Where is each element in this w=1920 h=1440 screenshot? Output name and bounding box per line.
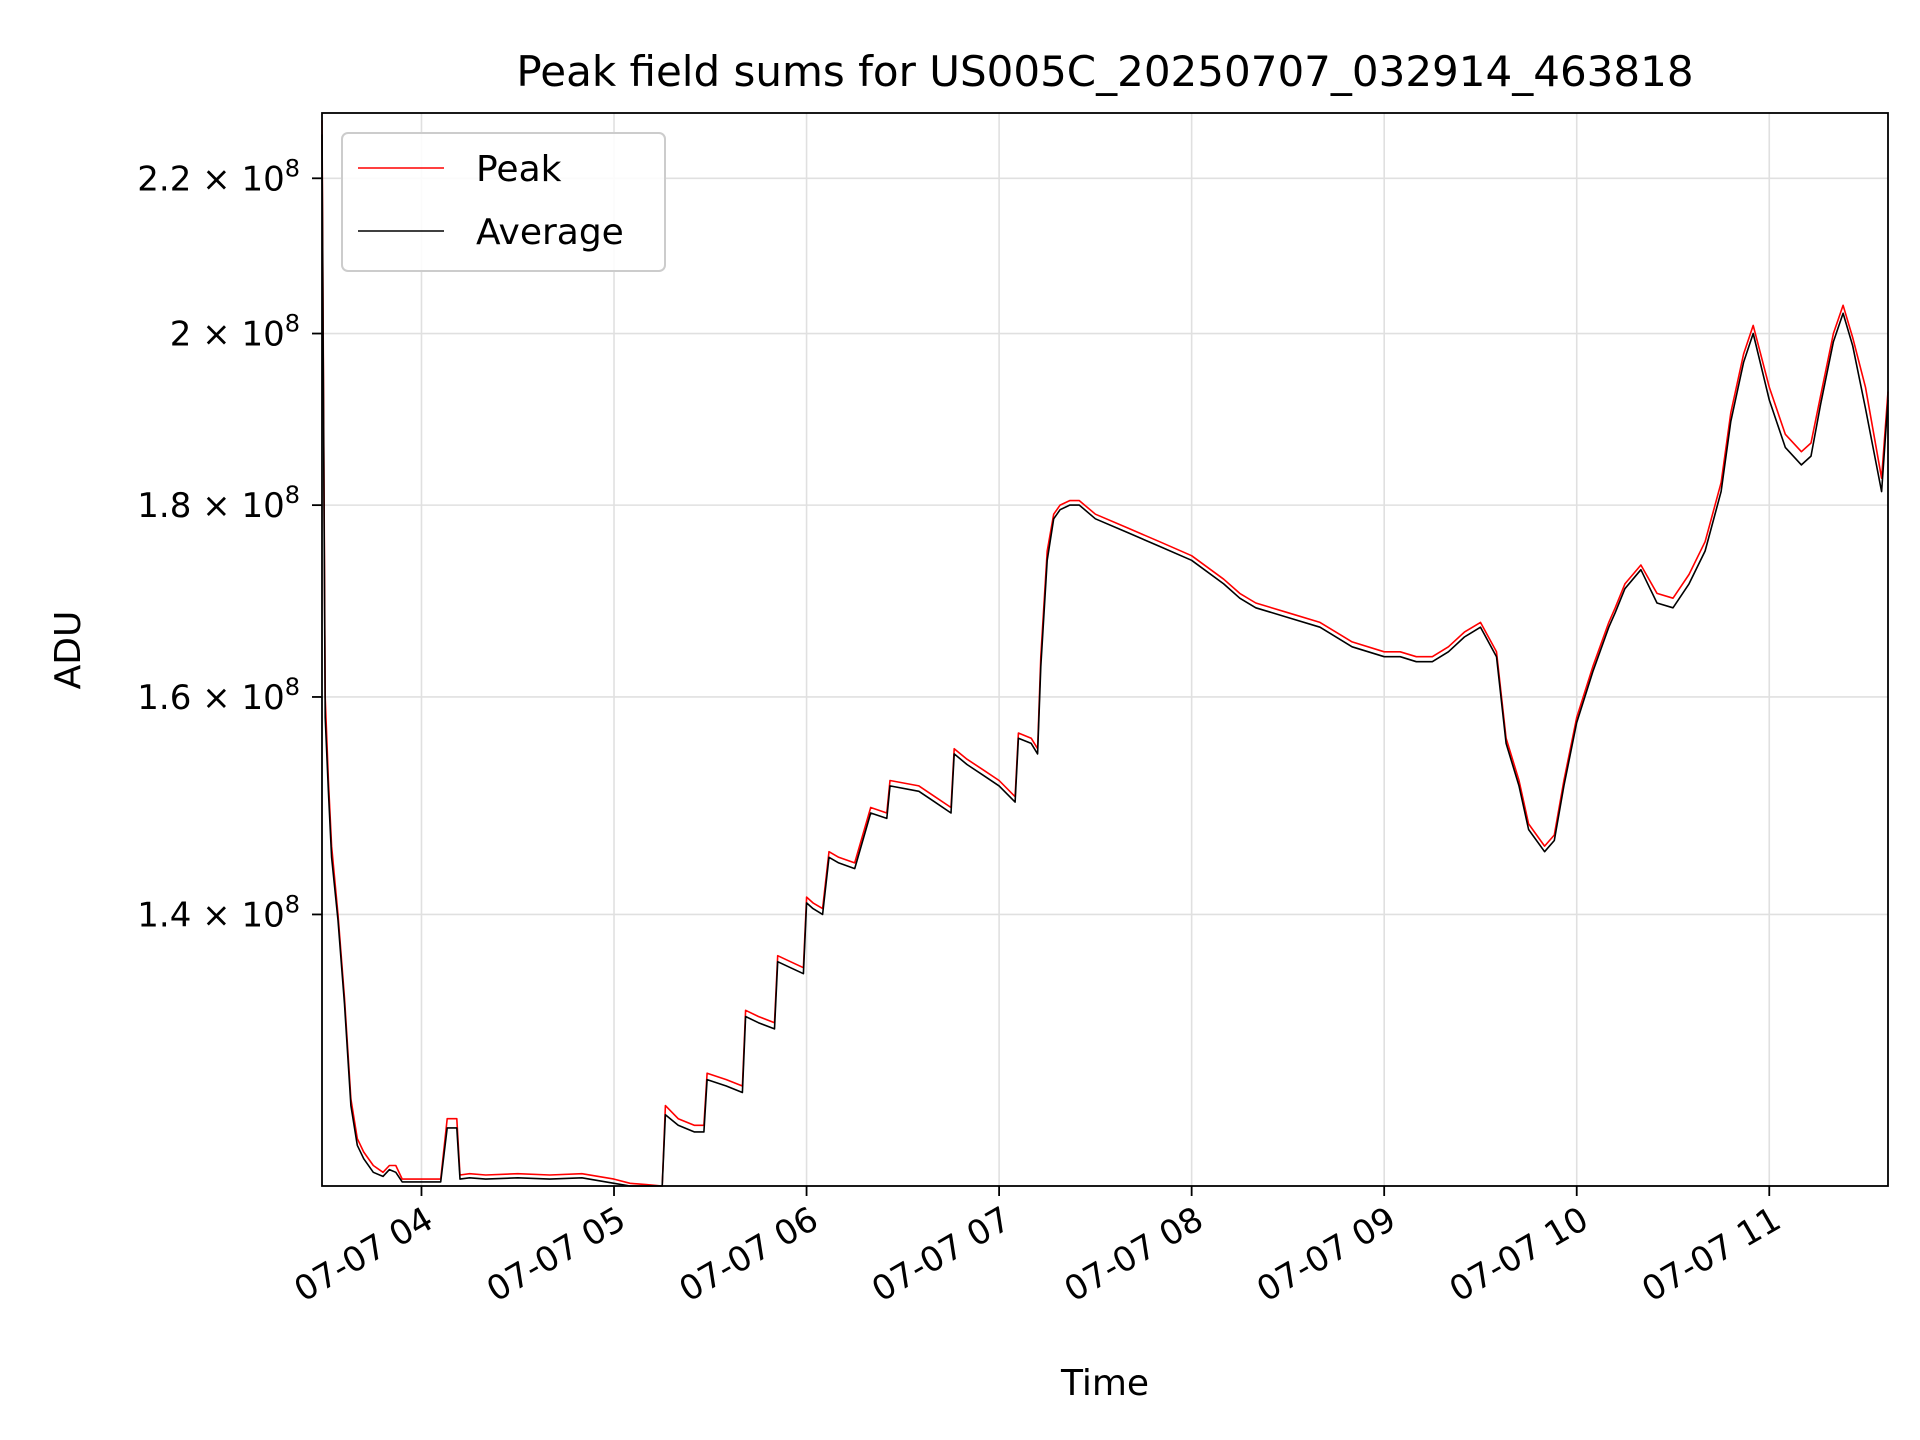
legend: Peak Average	[341, 132, 666, 272]
legend-label-average: Average	[476, 212, 624, 253]
chart-title: Peak field sums for US005C_20250707_0329…	[516, 47, 1693, 96]
plot-frame	[321, 112, 1889, 1187]
y-tick-label: 1.8 × 108	[137, 481, 300, 526]
y-axis-label: ADU	[48, 611, 89, 690]
y-tick-label: 2 × 108	[170, 310, 300, 355]
y-tick-label: 1.6 × 108	[137, 673, 300, 718]
x-axis-label: Time	[1060, 1363, 1149, 1404]
series-layer	[321, 120, 1889, 1187]
y-tick-label: 2.2 × 108	[137, 154, 300, 199]
y-axis-ticks: 1.4 × 108 1.6 × 108 1.8 × 108 2 × 108 2.2 × …	[137, 154, 322, 935]
y-tick-label: 1.4 × 108	[137, 890, 300, 935]
grid-layer	[322, 113, 1888, 1186]
legend-label-peak: Peak	[476, 149, 562, 190]
